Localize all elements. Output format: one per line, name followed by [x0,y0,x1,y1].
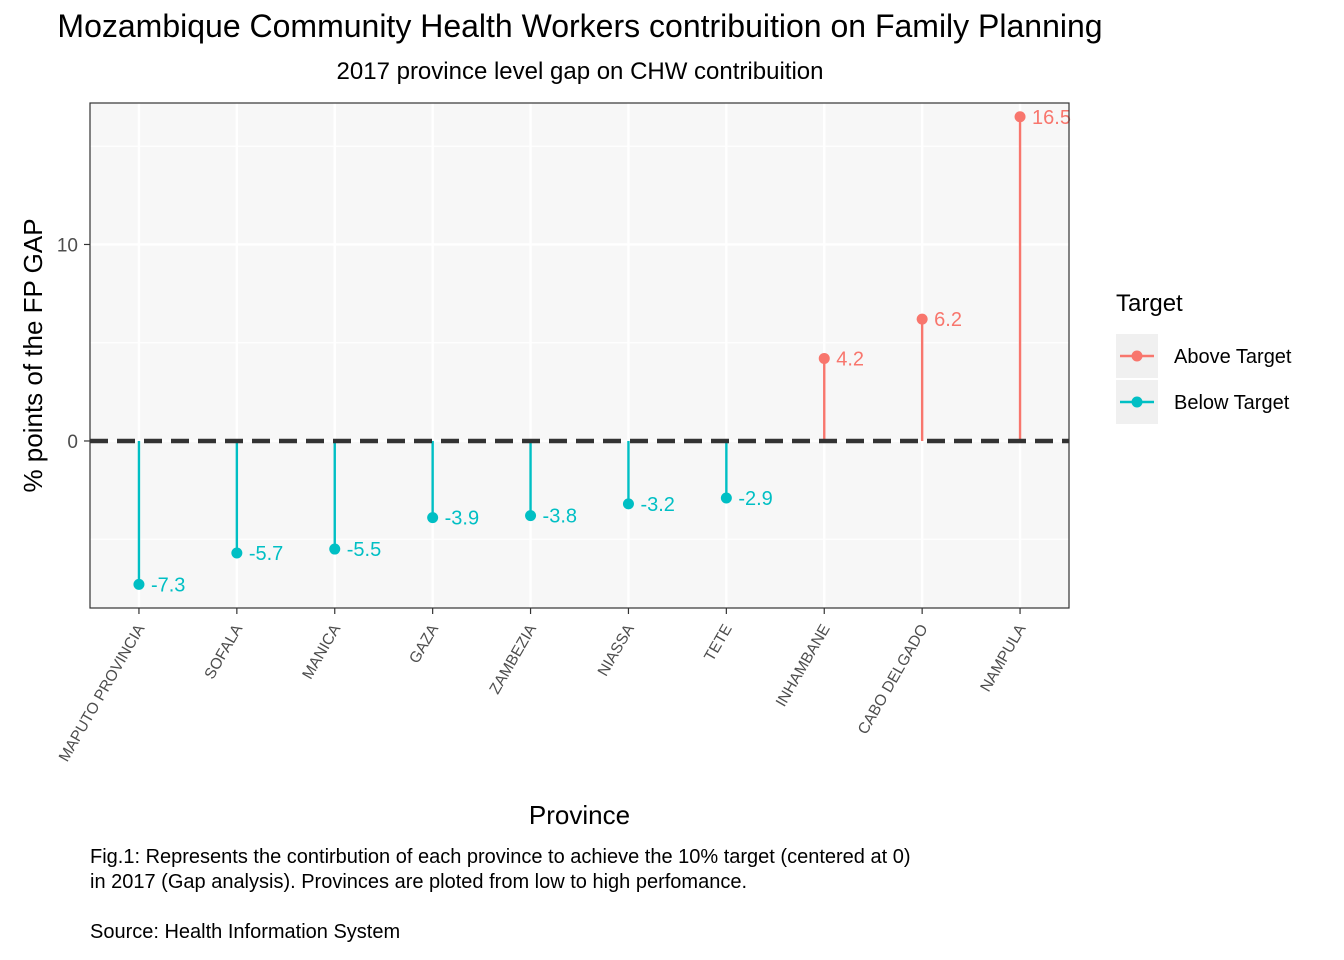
legend-label: Above Target [1174,346,1292,368]
value-label: 16.5 [1032,107,1071,129]
caption-line-1: Fig.1: Represents the contirbution of ea… [90,846,911,868]
chart-subtitle: 2017 province level gap on CHW contribui… [336,58,824,85]
x-tick-label: MANICA [299,621,344,682]
value-label: -5.7 [249,543,283,565]
caption-source: Source: Health Information System [90,921,401,943]
lollipop-point [525,510,537,522]
x-tick-label: TETE [701,622,736,665]
x-tick-label: NIASSA [595,621,638,679]
legend-key-point [1131,396,1143,408]
value-label: -7.3 [151,574,185,596]
lollipop-point [231,547,243,559]
lollipop-point [720,492,732,504]
value-label: 6.2 [934,309,962,331]
lollipop-point [818,352,830,364]
y-tick-label: 10 [57,235,78,256]
x-tick-label: SOFALA [201,621,246,682]
value-label: -3.8 [543,506,577,528]
y-tick-label: 0 [67,432,78,453]
legend-label: Below Target [1174,392,1290,414]
value-label: -5.5 [347,539,381,561]
lollipop-point [622,498,634,510]
plot-panel [90,103,1069,608]
value-label: -3.2 [640,494,674,516]
x-axis-title: Province [529,800,630,830]
lollipop-point [1014,111,1026,123]
panel-border [89,102,1070,609]
x-tick-label: MAPUTO PROVINCIA [56,621,149,765]
x-tick-label: NAMPULA [977,621,1030,695]
x-tick-label: GAZA [406,621,442,667]
lollipop-point [916,313,928,325]
y-axis-title: % points of the FP GAP [18,218,48,492]
legend-key-point [1131,350,1143,362]
chart-title: Mozambique Community Health Workers cont… [57,8,1103,44]
caption-line-2: in 2017 (Gap analysis). Provinces are pl… [90,871,748,893]
lollipop-point [133,578,145,590]
lollipop-point [329,543,341,555]
x-tick-label: CABO DELGADO [855,622,932,738]
value-label: -3.9 [445,508,479,530]
value-label: 4.2 [836,348,864,370]
legend-title: Target [1116,290,1183,317]
value-label: -2.9 [738,488,772,510]
x-tick-label: ZAMBEZIA [487,621,541,697]
lollipop-point [427,512,439,524]
x-tick-label: INHAMBANE [773,622,834,710]
